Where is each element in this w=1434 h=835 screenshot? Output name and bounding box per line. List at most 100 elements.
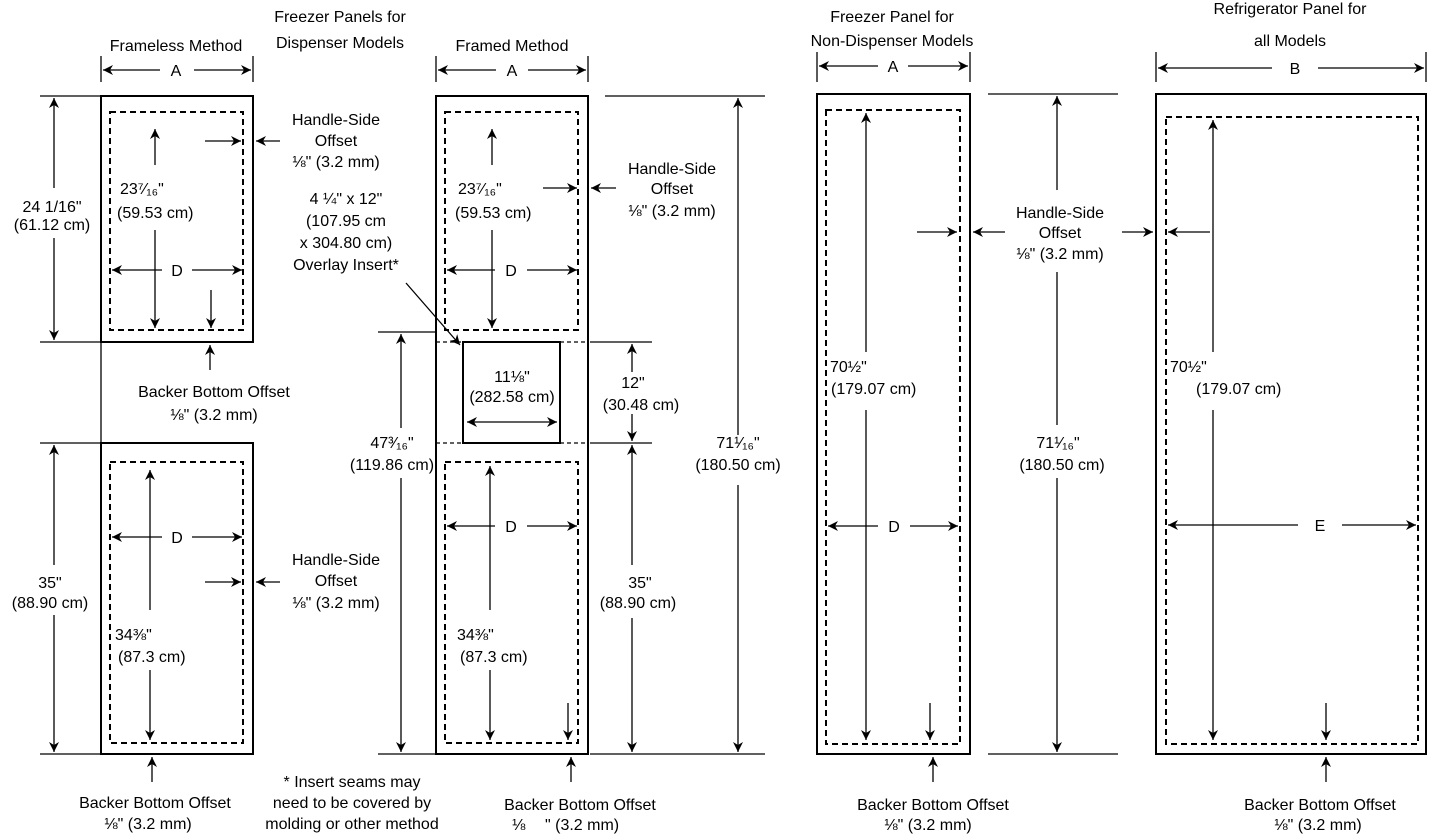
overlay-line3: x 304.80 cm) [300,235,392,252]
overlay-height-12: 12" (30.48 cm) [590,341,679,444]
framed-lower-section: 34⅜" (87.3 cm) D [444,461,579,744]
height-label-cm: (61.12 cm) [14,217,90,234]
refrigerator-backer-offset: Backer Bottom Offset ⅛" (3.2 mm) [1244,757,1396,834]
handle-offset-line3: ⅛" (3.2 mm) [628,203,715,220]
header-dispenser-2: Dispenser Models [276,35,404,52]
handle-offset-line2: Offset [1039,225,1082,242]
label-b: B [1290,61,1301,78]
handle-offset-line3: ⅛" (3.2 mm) [292,595,379,612]
backer-offset-line1: Backer Bottom Offset [138,384,290,401]
width-label-cm: (282.58 cm) [469,389,554,406]
backer-offset-line2: ⅛" (3.2 mm) [104,816,191,833]
frameless-backer-offset-middle: Backer Bottom Offset ⅛" (3.2 mm) [100,343,290,442]
header-refrigerator-1: Refrigerator Panel for [1214,1,1368,18]
header-nondispenser-2: Non-Dispenser Models [811,33,974,50]
backer-offset-mm: " (3.2 mm) [545,817,619,834]
label-e: E [1315,518,1326,535]
label-d: D [171,263,183,280]
backer-offset-fraction: ⅛ [512,817,526,834]
backer-offset-line1: Backer Bottom Offset [79,795,231,812]
height-label-cm: (180.50 cm) [1019,457,1104,474]
footnote: * Insert seams may need to be covered by… [265,774,438,833]
height-label-cm: (179.07 cm) [831,381,916,398]
shared-handle-offset: Handle-Side Offset ⅛" (3.2 mm) [973,205,1153,263]
height-label-inches: 71¹⁄₁₆" [716,435,759,452]
nondispenser-backer-offset: Backer Bottom Offset ⅛" (3.2 mm) [857,757,1009,834]
height-label-inches: 70½" [830,359,867,376]
width-dimension-b-refrigerator: B [1155,52,1427,82]
height-label-inches: 23⁷⁄₁₆" [120,181,164,198]
width-dimension-a-nondispenser: A [816,52,971,82]
framed-height-47: 47³⁄₁₆" (119.86 cm) [350,331,435,755]
height-label-inches: 24 1/16" [22,199,81,216]
frameless-lower-panel: 34⅜" (87.3 cm) D [100,442,254,755]
overlay-line1: 4 ¼" x 12" [310,191,383,208]
handle-offset-line1: Handle-Side [628,161,716,178]
backer-offset-line1: Backer Bottom Offset [504,797,656,814]
header-framed: Framed Method [456,38,569,55]
framed-height-71: 71¹⁄₁₆" (180.50 cm) [605,95,781,755]
overlay-insert-label: 4 ¼" x 12" (107.95 cm x 304.80 cm) Overl… [293,191,461,346]
height-label-cm: (59.53 cm) [455,205,531,222]
handle-offset-line1: Handle-Side [292,552,380,569]
label-d: D [505,263,517,280]
height-label-cm: (119.86 cm) [350,457,434,474]
label-d: D [888,519,900,536]
framed-handle-offset: Handle-Side Offset ⅛" (3.2 mm) [591,161,716,220]
width-dimension-a-frameless: A [100,56,254,82]
height-label-inches: 12" [621,375,644,392]
height-label-inches: 23⁷⁄₁₆" [458,181,502,198]
width-label-inches: 11⅛" [494,369,530,386]
height-label-cm: (59.53 cm) [117,205,193,222]
handle-offset-line2: Offset [315,573,358,590]
backer-offset-line1: Backer Bottom Offset [857,797,1009,814]
height-label-inches: 71¹⁄₁₆" [1036,435,1079,452]
frameless-backer-offset-bottom: Backer Bottom Offset ⅛" (3.2 mm) [79,757,231,833]
footnote-line2: need to be covered by [273,795,431,812]
height-label-inches: 35" [628,575,651,592]
overlay-insert: 11⅛" (282.58 cm) [436,341,588,444]
backer-offset-line2: ⅛" (3.2 mm) [884,817,971,834]
height-label-inches: 35" [38,575,61,592]
backer-offset-line1: Backer Bottom Offset [1244,797,1396,814]
frameless-upper-panel: 23⁷⁄₁₆" (59.53 cm) D [100,95,254,343]
refrigerator-panel: 70½" (179.07 cm) E [1155,93,1427,755]
handle-offset-line3: ⅛" (3.2 mm) [292,154,379,171]
height-label-cm: (87.3 cm) [118,649,186,666]
overlay-line2: (107.95 cm [306,213,386,230]
handle-offset-line2: Offset [651,181,694,198]
width-dimension-a-framed: A [435,56,589,82]
backer-offset-line2: ⅛" (3.2 mm) [170,407,257,424]
handle-offset-line1: Handle-Side [292,112,380,129]
handle-offset-line3: ⅛" (3.2 mm) [1016,246,1103,263]
height-label-inches: 70½" [1170,359,1207,376]
label-a: A [171,63,182,80]
frameless-height-24: 24 1/16" (61.12 cm) [14,95,100,343]
handle-offset-line2: Offset [315,133,358,150]
nondispenser-panel: 70½" (179.07 cm) D [816,93,971,755]
label-a: A [888,59,899,76]
label-d: D [171,530,183,547]
height-label-cm: (88.90 cm) [12,595,88,612]
label-a: A [507,63,518,80]
framed-outer-panel [435,95,589,755]
height-label-inches: 34⅜" [115,627,152,644]
header-nondispenser-1: Freezer Panel for [830,9,954,26]
framed-backer-offset-bottom: Backer Bottom Offset ⅛ " (3.2 mm) [504,757,656,834]
framed-height-35: 35" (88.90 cm) [590,445,676,755]
height-label-cm: (179.07 cm) [1196,381,1281,398]
height-label-cm: (88.90 cm) [600,595,676,612]
refrigerator-height-71: 71¹⁄₁₆" (180.50 cm) [988,93,1118,755]
footnote-line3: molding or other method [265,816,438,833]
header-dispenser-1: Freezer Panels for [274,9,406,26]
height-label-cm: (87.3 cm) [460,649,528,666]
label-d: D [505,519,517,536]
handle-offset-line1: Handle-Side [1016,205,1104,222]
footnote-line1: * Insert seams may [284,774,421,791]
framed-upper-section: 23⁷⁄₁₆" (59.53 cm) D [444,111,579,331]
frameless-height-35: 35" (88.90 cm) [12,442,100,755]
frameless-handle-offset-top: Handle-Side Offset ⅛" (3.2 mm) [256,112,380,171]
height-label-inches: 47³⁄₁₆" [370,435,413,452]
overlay-line4: Overlay Insert* [293,257,399,274]
